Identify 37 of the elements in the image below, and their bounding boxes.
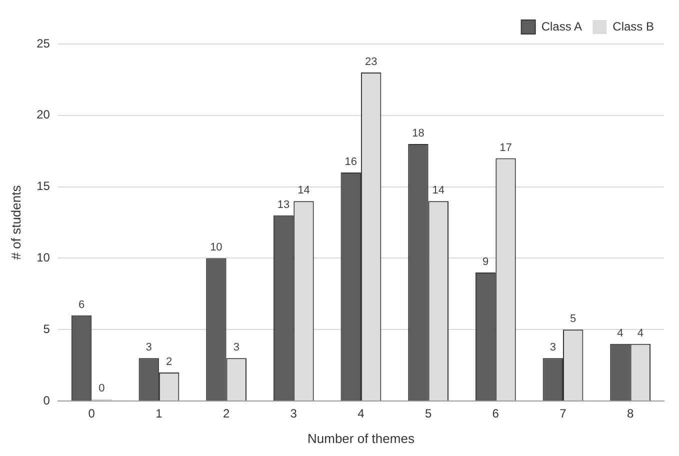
y-tick-label: 25 [36, 36, 50, 50]
data-label: 14 [432, 184, 445, 197]
x-tick-label: 5 [424, 406, 432, 421]
x-tick-label: 6 [492, 406, 500, 421]
data-label: 6 [78, 298, 85, 311]
y-tick-label: 15 [36, 179, 50, 194]
x-tick-label: 8 [626, 406, 634, 421]
data-label: 4 [637, 327, 644, 340]
y-tick-label: 5 [43, 322, 50, 336]
y-tick-label: 20 [36, 108, 50, 122]
data-label: 23 [364, 56, 378, 68]
data-label: 3 [233, 342, 240, 354]
y-axis-title: # of students [8, 184, 24, 260]
data-label: 14 [298, 184, 310, 197]
legend-label: Class A [541, 19, 582, 34]
legend-label: Class B [612, 19, 654, 34]
data-label: 5 [570, 313, 576, 326]
data-label: 2 [166, 356, 172, 368]
data-label: 13 [277, 198, 290, 211]
data-label: 3 [146, 342, 152, 354]
data-label: 4 [617, 327, 624, 340]
x-tick-label: 1 [156, 406, 163, 421]
y-tick-label: 0 [43, 393, 50, 408]
x-tick-label: 2 [222, 406, 230, 421]
x-tick-label: 3 [290, 406, 298, 421]
data-label: 10 [210, 242, 222, 254]
data-label: 17 [500, 142, 512, 154]
x-tick-label: 4 [358, 406, 365, 421]
data-label: 9 [482, 256, 489, 268]
data-label: 3 [550, 342, 556, 354]
x-axis-title: Number of themes [308, 430, 415, 446]
x-tick-label: 0 [88, 406, 96, 421]
data-label: 16 [344, 156, 357, 168]
data-label: 18 [412, 127, 424, 140]
x-tick-label: 7 [560, 406, 567, 421]
y-tick-label: 10 [36, 250, 50, 265]
data-label: 0 [98, 382, 105, 395]
